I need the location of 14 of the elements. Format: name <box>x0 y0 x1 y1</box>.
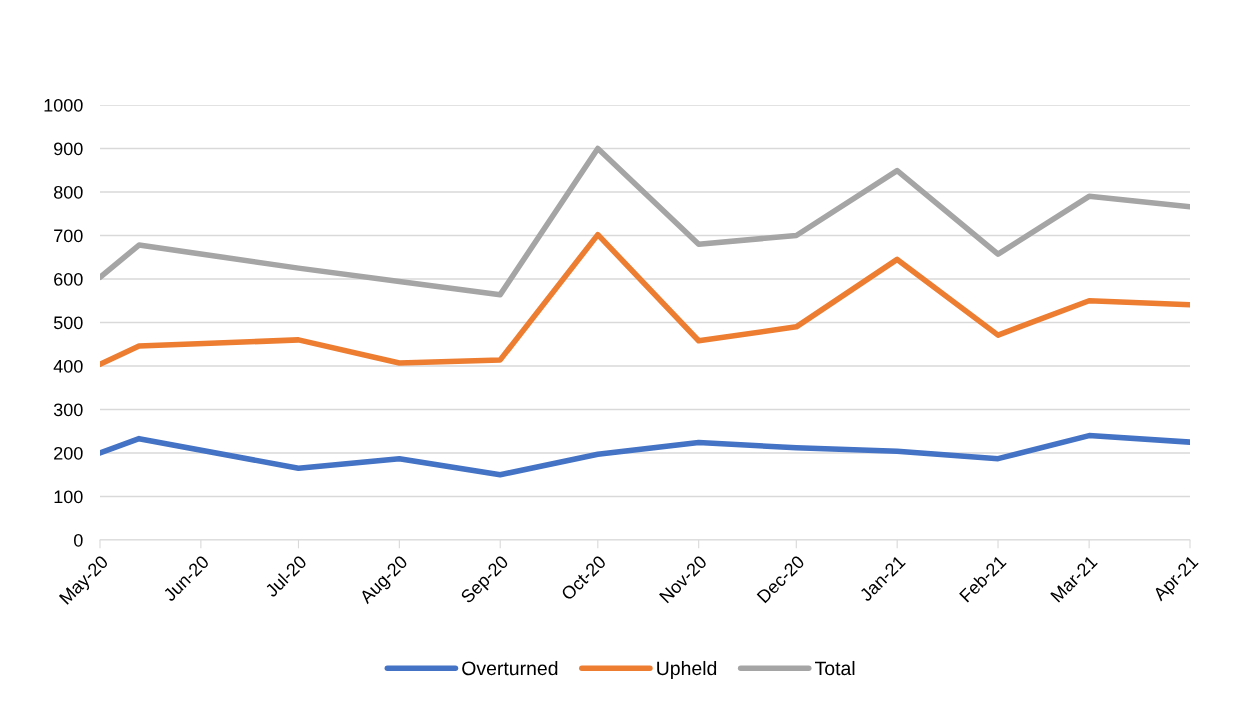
y-tick-label: 600 <box>54 272 83 286</box>
y-tick-label: 800 <box>54 185 83 199</box>
y-tick-label: 1000 <box>44 98 83 112</box>
y-tick-label: 900 <box>54 142 83 156</box>
legend-label: Upheld <box>657 660 717 680</box>
y-tick-label: 100 <box>54 490 83 504</box>
y-tick-label: 500 <box>53 316 83 330</box>
y-tick-label: 300 <box>53 403 83 417</box>
y-tick-label: 0 <box>74 533 83 547</box>
y-tick-label: 700 <box>54 229 83 243</box>
y-tick-label: 200 <box>54 446 83 460</box>
y-tick-label: 400 <box>53 359 83 373</box>
legend-label: Overturned <box>462 660 558 676</box>
legend-label: Total <box>815 660 855 676</box>
